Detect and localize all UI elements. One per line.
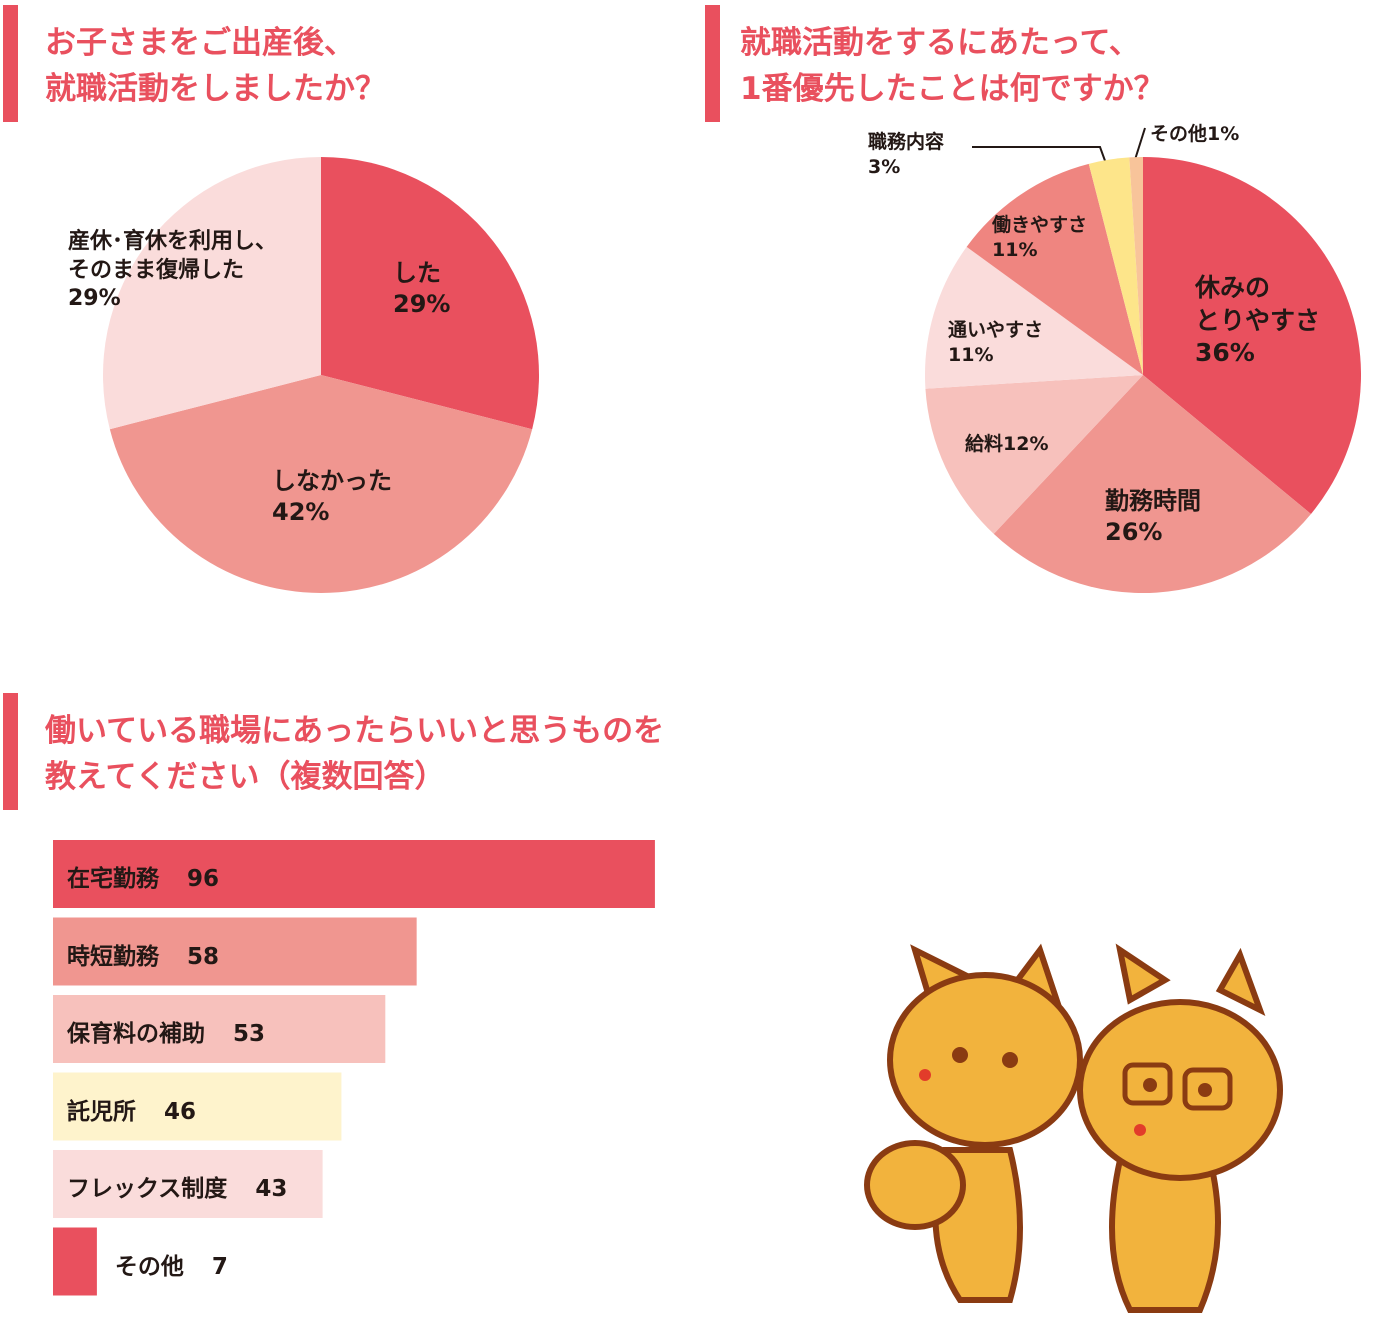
slice-label: 職務内容 3% [868, 130, 944, 179]
value-label: 1% [1207, 123, 1240, 145]
pie-slice [102, 157, 321, 430]
category-label: フレックス制度 [67, 1176, 228, 1202]
pie-slice [966, 163, 1143, 375]
value-label: 3% [868, 155, 901, 178]
slice-label: 働きやすさ 11% [992, 213, 1087, 262]
category-label: その他 [1150, 123, 1208, 145]
category-label: 職務内容 [868, 131, 945, 153]
bar-label: 保育料の補助 53 [67, 1014, 265, 1048]
chart-title: お子さまをご出産後、 就職活動をしましたか？ [45, 20, 386, 112]
value-label: 36% [1195, 338, 1255, 367]
pie-slice [1088, 157, 1143, 375]
slice-label: その他1% [1150, 122, 1239, 147]
bar-label: 時短勤務 58 [67, 937, 219, 971]
slice-label: 給料12% [965, 432, 1049, 457]
bar-label: 在宅勤務 96 [67, 859, 219, 893]
pie-slice [321, 157, 539, 430]
category-label: 勤務時間 [1105, 487, 1201, 515]
category-label: 保育料の補助 [67, 1021, 205, 1047]
value-label: 46 [164, 1098, 197, 1125]
mascot-glasses [1122, 1062, 1233, 1111]
value-label: 43 [255, 1176, 288, 1202]
category-label: 産休･育休を利用し、 そのまま復帰した [68, 229, 278, 283]
category-label: 働きやすさ [992, 214, 1088, 236]
value-label: 53 [233, 1021, 266, 1047]
slice-label: 休みの とりやすさ 36% [1195, 272, 1320, 370]
slice-label: 通いやすさ 11% [948, 318, 1043, 367]
bar [53, 917, 417, 986]
pie-slice [925, 375, 1143, 534]
bar-label: 託児所 46 [67, 1092, 196, 1126]
bar [53, 1072, 342, 1141]
pie-slice [109, 375, 533, 593]
value-label: 29% [68, 286, 121, 312]
pie-slice [1129, 157, 1143, 375]
category-label: 通いやすさ [948, 319, 1044, 341]
bar [53, 1150, 323, 1218]
pie-slice [1143, 157, 1361, 514]
category-label: 休みの とりやすさ [1195, 273, 1321, 335]
slice-label: しなかった 42% [272, 466, 392, 528]
bar-label: フレックス制度 43 [67, 1169, 287, 1203]
category-label: 時短勤務 [67, 943, 159, 970]
category-label: 託児所 [67, 1098, 136, 1125]
title-line: 教えてください（複数回答） [45, 759, 446, 795]
slice-label: した 29% [393, 258, 450, 320]
bar [53, 1227, 97, 1296]
title-line: 就職活動をしましたか？ [45, 71, 386, 107]
value-label: 7 [211, 1253, 228, 1280]
category-label: した [393, 259, 441, 287]
title-accent [705, 5, 720, 122]
value-label: 96 [187, 866, 220, 892]
category-label: その他 [114, 1253, 184, 1280]
category-label: 給料 [965, 433, 1004, 455]
value-label: 11% [948, 343, 994, 366]
bar [53, 840, 655, 908]
title-line: 働いている職場にあったらいいと思うものを [45, 713, 665, 749]
title-accent [3, 5, 18, 122]
slice-label: 産休･育休を利用し、 そのまま復帰した 29% [68, 228, 277, 314]
title-line: 1番優先したことは何ですか？ [740, 71, 1165, 107]
title-accent [3, 693, 18, 810]
pie-slice [925, 246, 1143, 389]
value-label: 11% [992, 238, 1038, 261]
category-label: 在宅勤務 [67, 866, 159, 892]
value-label: 29% [393, 290, 451, 319]
value-label: 26% [1105, 518, 1163, 547]
title-line: 就職活動をするにあたって、 [740, 25, 1140, 61]
bar [53, 995, 386, 1063]
value-label: 12% [1003, 433, 1049, 455]
pie-slice [993, 375, 1311, 593]
bar-label: その他 7 [115, 1247, 228, 1281]
chart-title: 働いている職場にあったらいいと思うものを 教えてください（複数回答） [45, 708, 664, 800]
title-line: お子さまをご出産後、 [45, 25, 355, 61]
value-label: 42% [272, 498, 330, 527]
value-label: 58 [187, 943, 220, 970]
category-label: しなかった [272, 467, 392, 495]
mascot [864, 943, 1283, 1313]
mascot-face [919, 1047, 1212, 1136]
slice-label: 勤務時間 26% [1105, 486, 1201, 548]
chart-title: 就職活動をするにあたって、 1番優先したことは何ですか？ [740, 20, 1165, 112]
